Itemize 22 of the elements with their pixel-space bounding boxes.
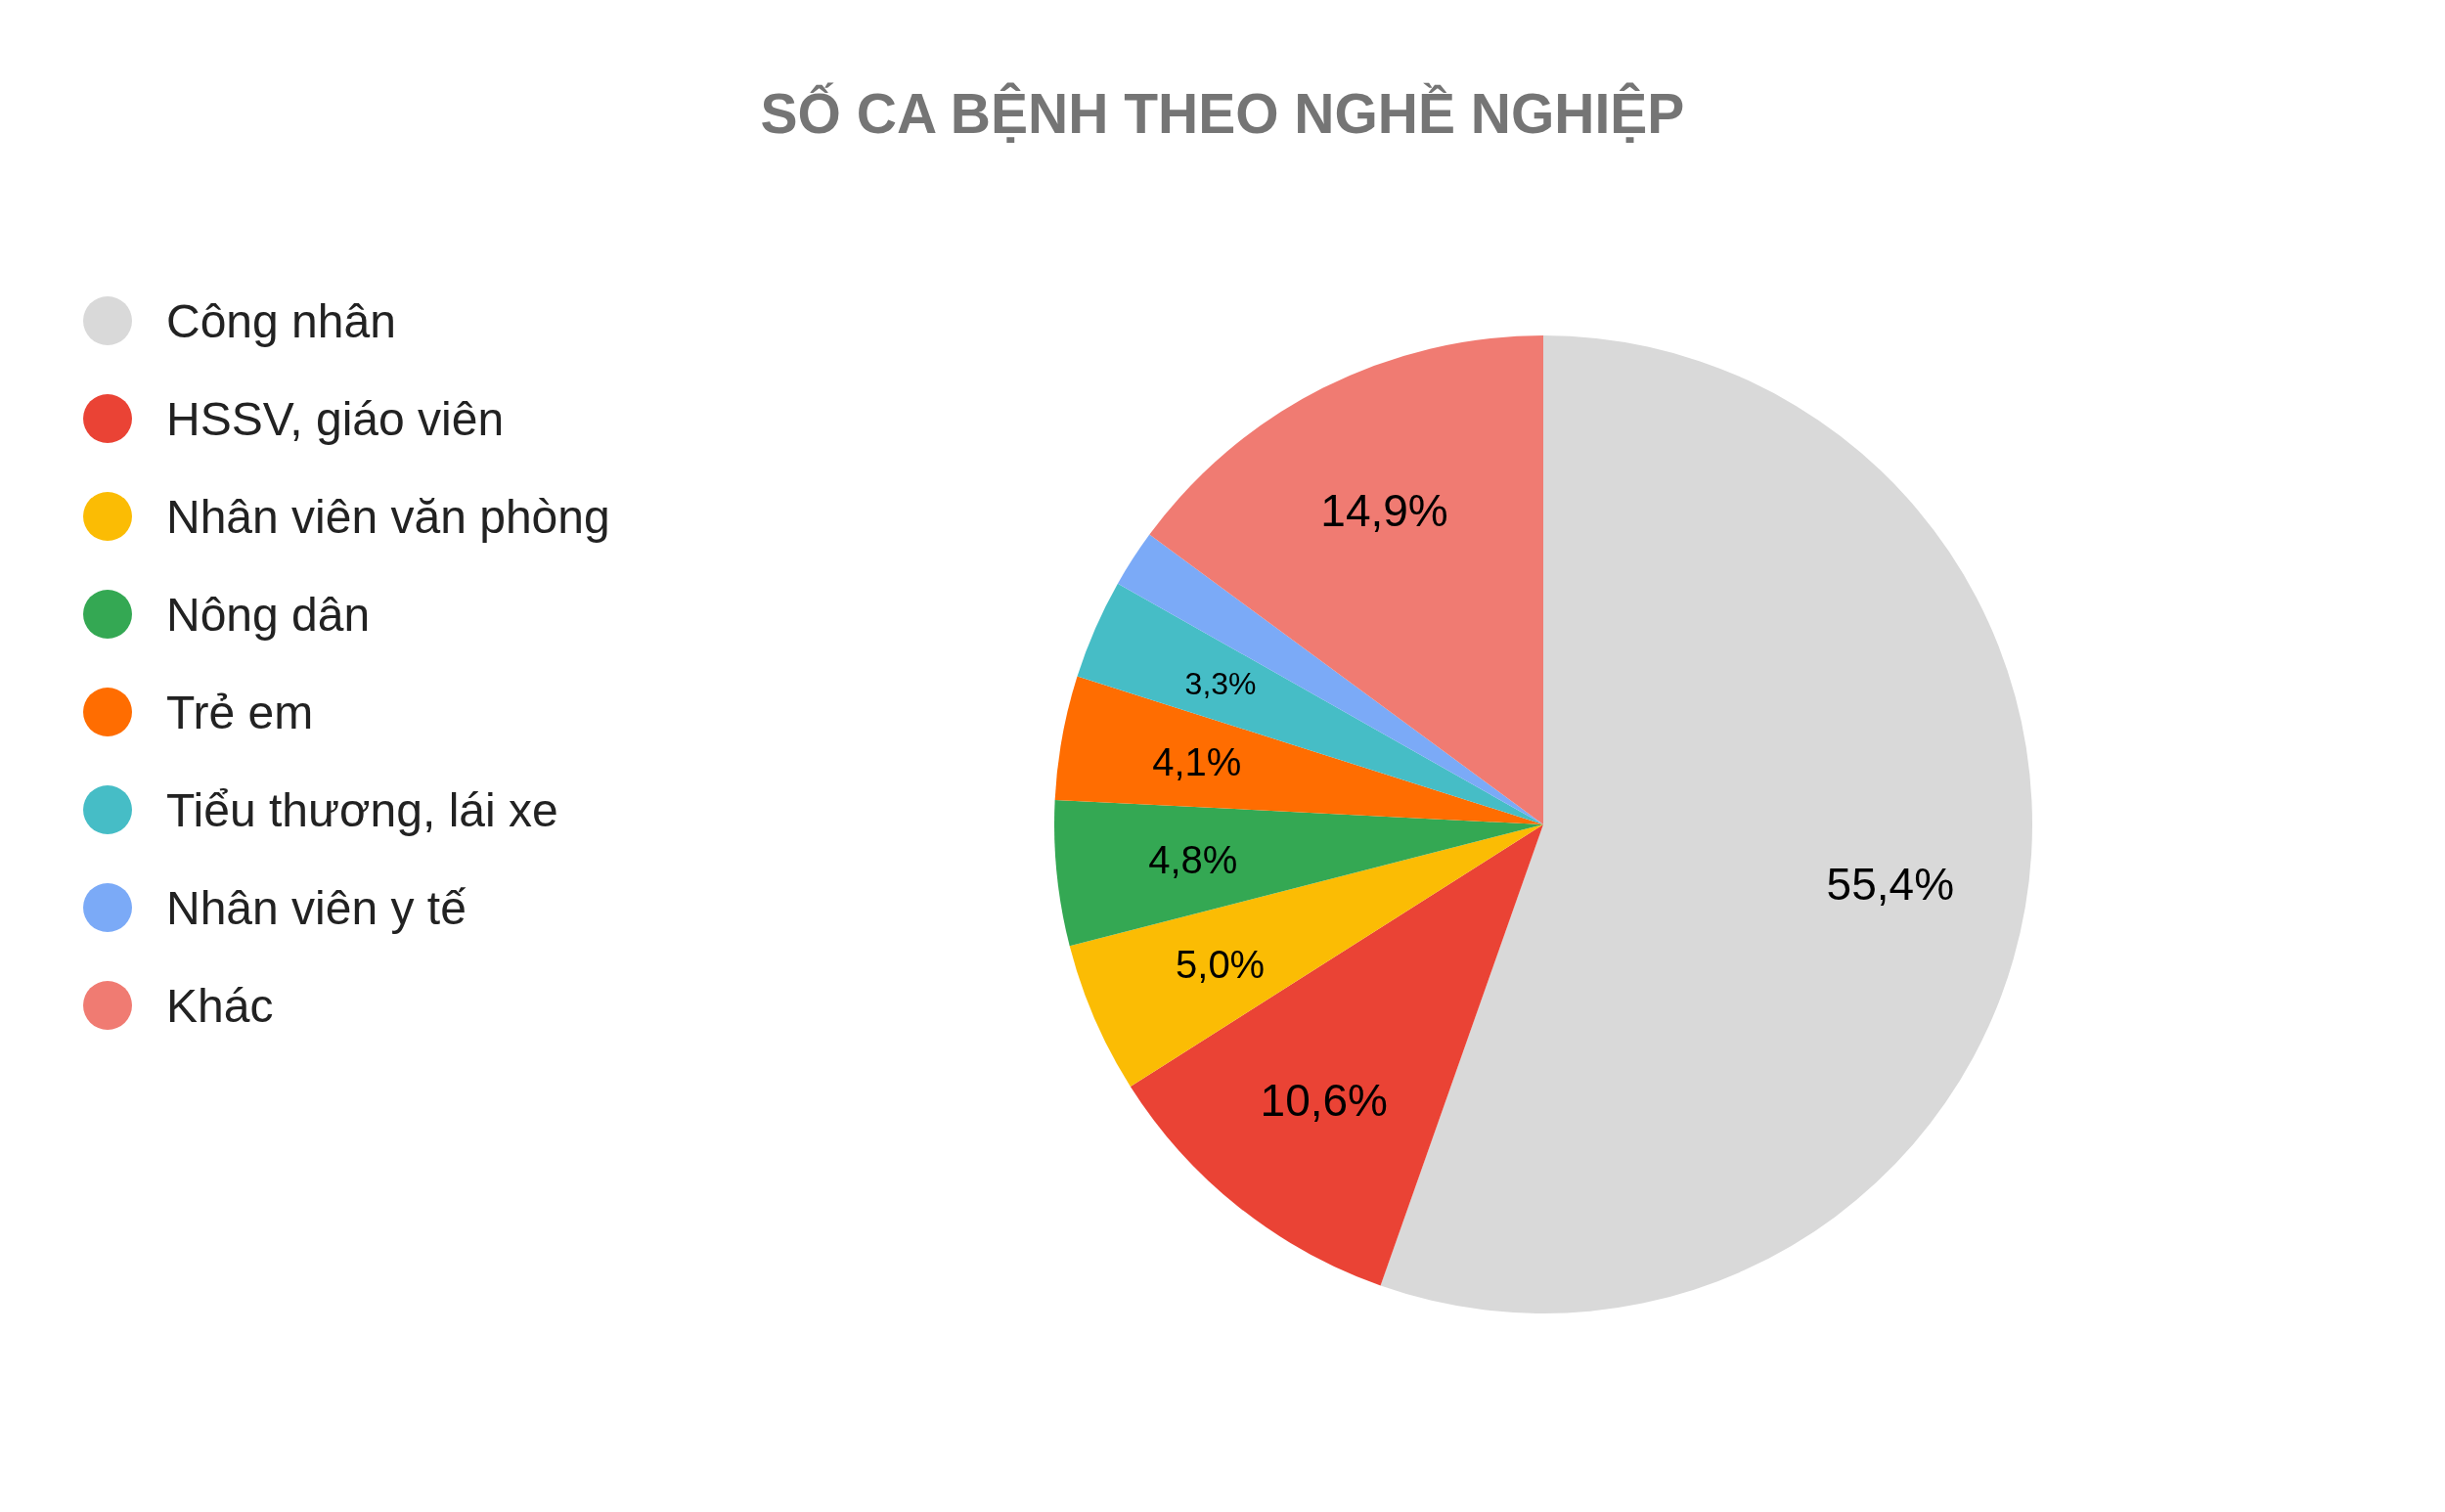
data-label: 3,3% [1184,665,1257,701]
pie-slice [1054,799,1543,947]
legend-label: Công nhân [166,293,396,348]
data-label: 5,0% [1176,942,1266,986]
data-label: 4,8% [1148,838,1238,882]
legend-label: Khác [166,978,274,1033]
pie-slice [1130,824,1543,1286]
legend-label: Tiểu thương, lái xe [166,782,558,837]
pie-slice [1077,583,1543,824]
legend-label: HSSV, giáo viên [166,391,505,446]
pie-slice [1149,335,1543,824]
legend-label: Nhân viên văn phòng [166,489,610,544]
chart-title: SỐ CA BỆNH THEO NGHỀ NGHIỆP [759,81,1686,146]
pie-slice [1069,824,1543,1087]
data-label: 10,6% [1260,1074,1389,1126]
legend-label: Trẻ em [166,685,314,739]
data-label: 14,9% [1320,484,1448,536]
legend-label: Nông dân [166,587,371,642]
data-label: 4,1% [1152,739,1242,783]
data-label: 55,4% [1826,858,1955,910]
legend-label: Nhân viên y tế [166,880,467,935]
pie-slice [1117,534,1543,824]
